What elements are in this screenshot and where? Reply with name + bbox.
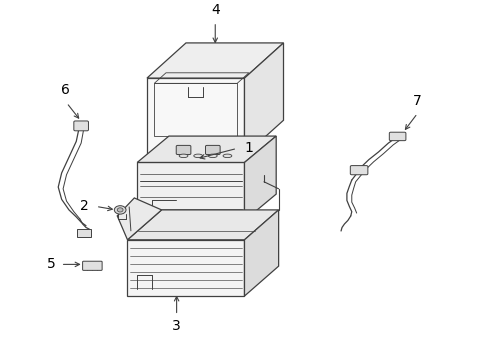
FancyBboxPatch shape — [74, 121, 88, 131]
Ellipse shape — [208, 154, 217, 158]
Ellipse shape — [179, 154, 187, 158]
Polygon shape — [117, 198, 161, 240]
Ellipse shape — [223, 154, 231, 158]
Text: 6: 6 — [61, 84, 70, 98]
Text: 4: 4 — [210, 3, 219, 17]
Polygon shape — [137, 136, 276, 162]
Polygon shape — [244, 43, 283, 156]
Polygon shape — [147, 43, 283, 78]
Circle shape — [117, 208, 123, 212]
FancyBboxPatch shape — [82, 261, 102, 270]
Polygon shape — [147, 78, 244, 156]
Text: 3: 3 — [172, 319, 181, 333]
FancyBboxPatch shape — [176, 145, 190, 154]
Polygon shape — [127, 240, 244, 296]
FancyBboxPatch shape — [349, 166, 367, 175]
Text: 2: 2 — [80, 199, 88, 213]
Polygon shape — [244, 210, 278, 296]
Text: 5: 5 — [47, 257, 56, 271]
FancyBboxPatch shape — [388, 132, 405, 141]
Text: 7: 7 — [412, 94, 421, 108]
Ellipse shape — [193, 154, 202, 158]
FancyBboxPatch shape — [77, 229, 91, 237]
Text: 1: 1 — [244, 141, 253, 156]
FancyBboxPatch shape — [205, 145, 220, 154]
Polygon shape — [244, 136, 276, 220]
Polygon shape — [137, 162, 244, 220]
Circle shape — [114, 206, 126, 214]
Polygon shape — [127, 210, 278, 240]
